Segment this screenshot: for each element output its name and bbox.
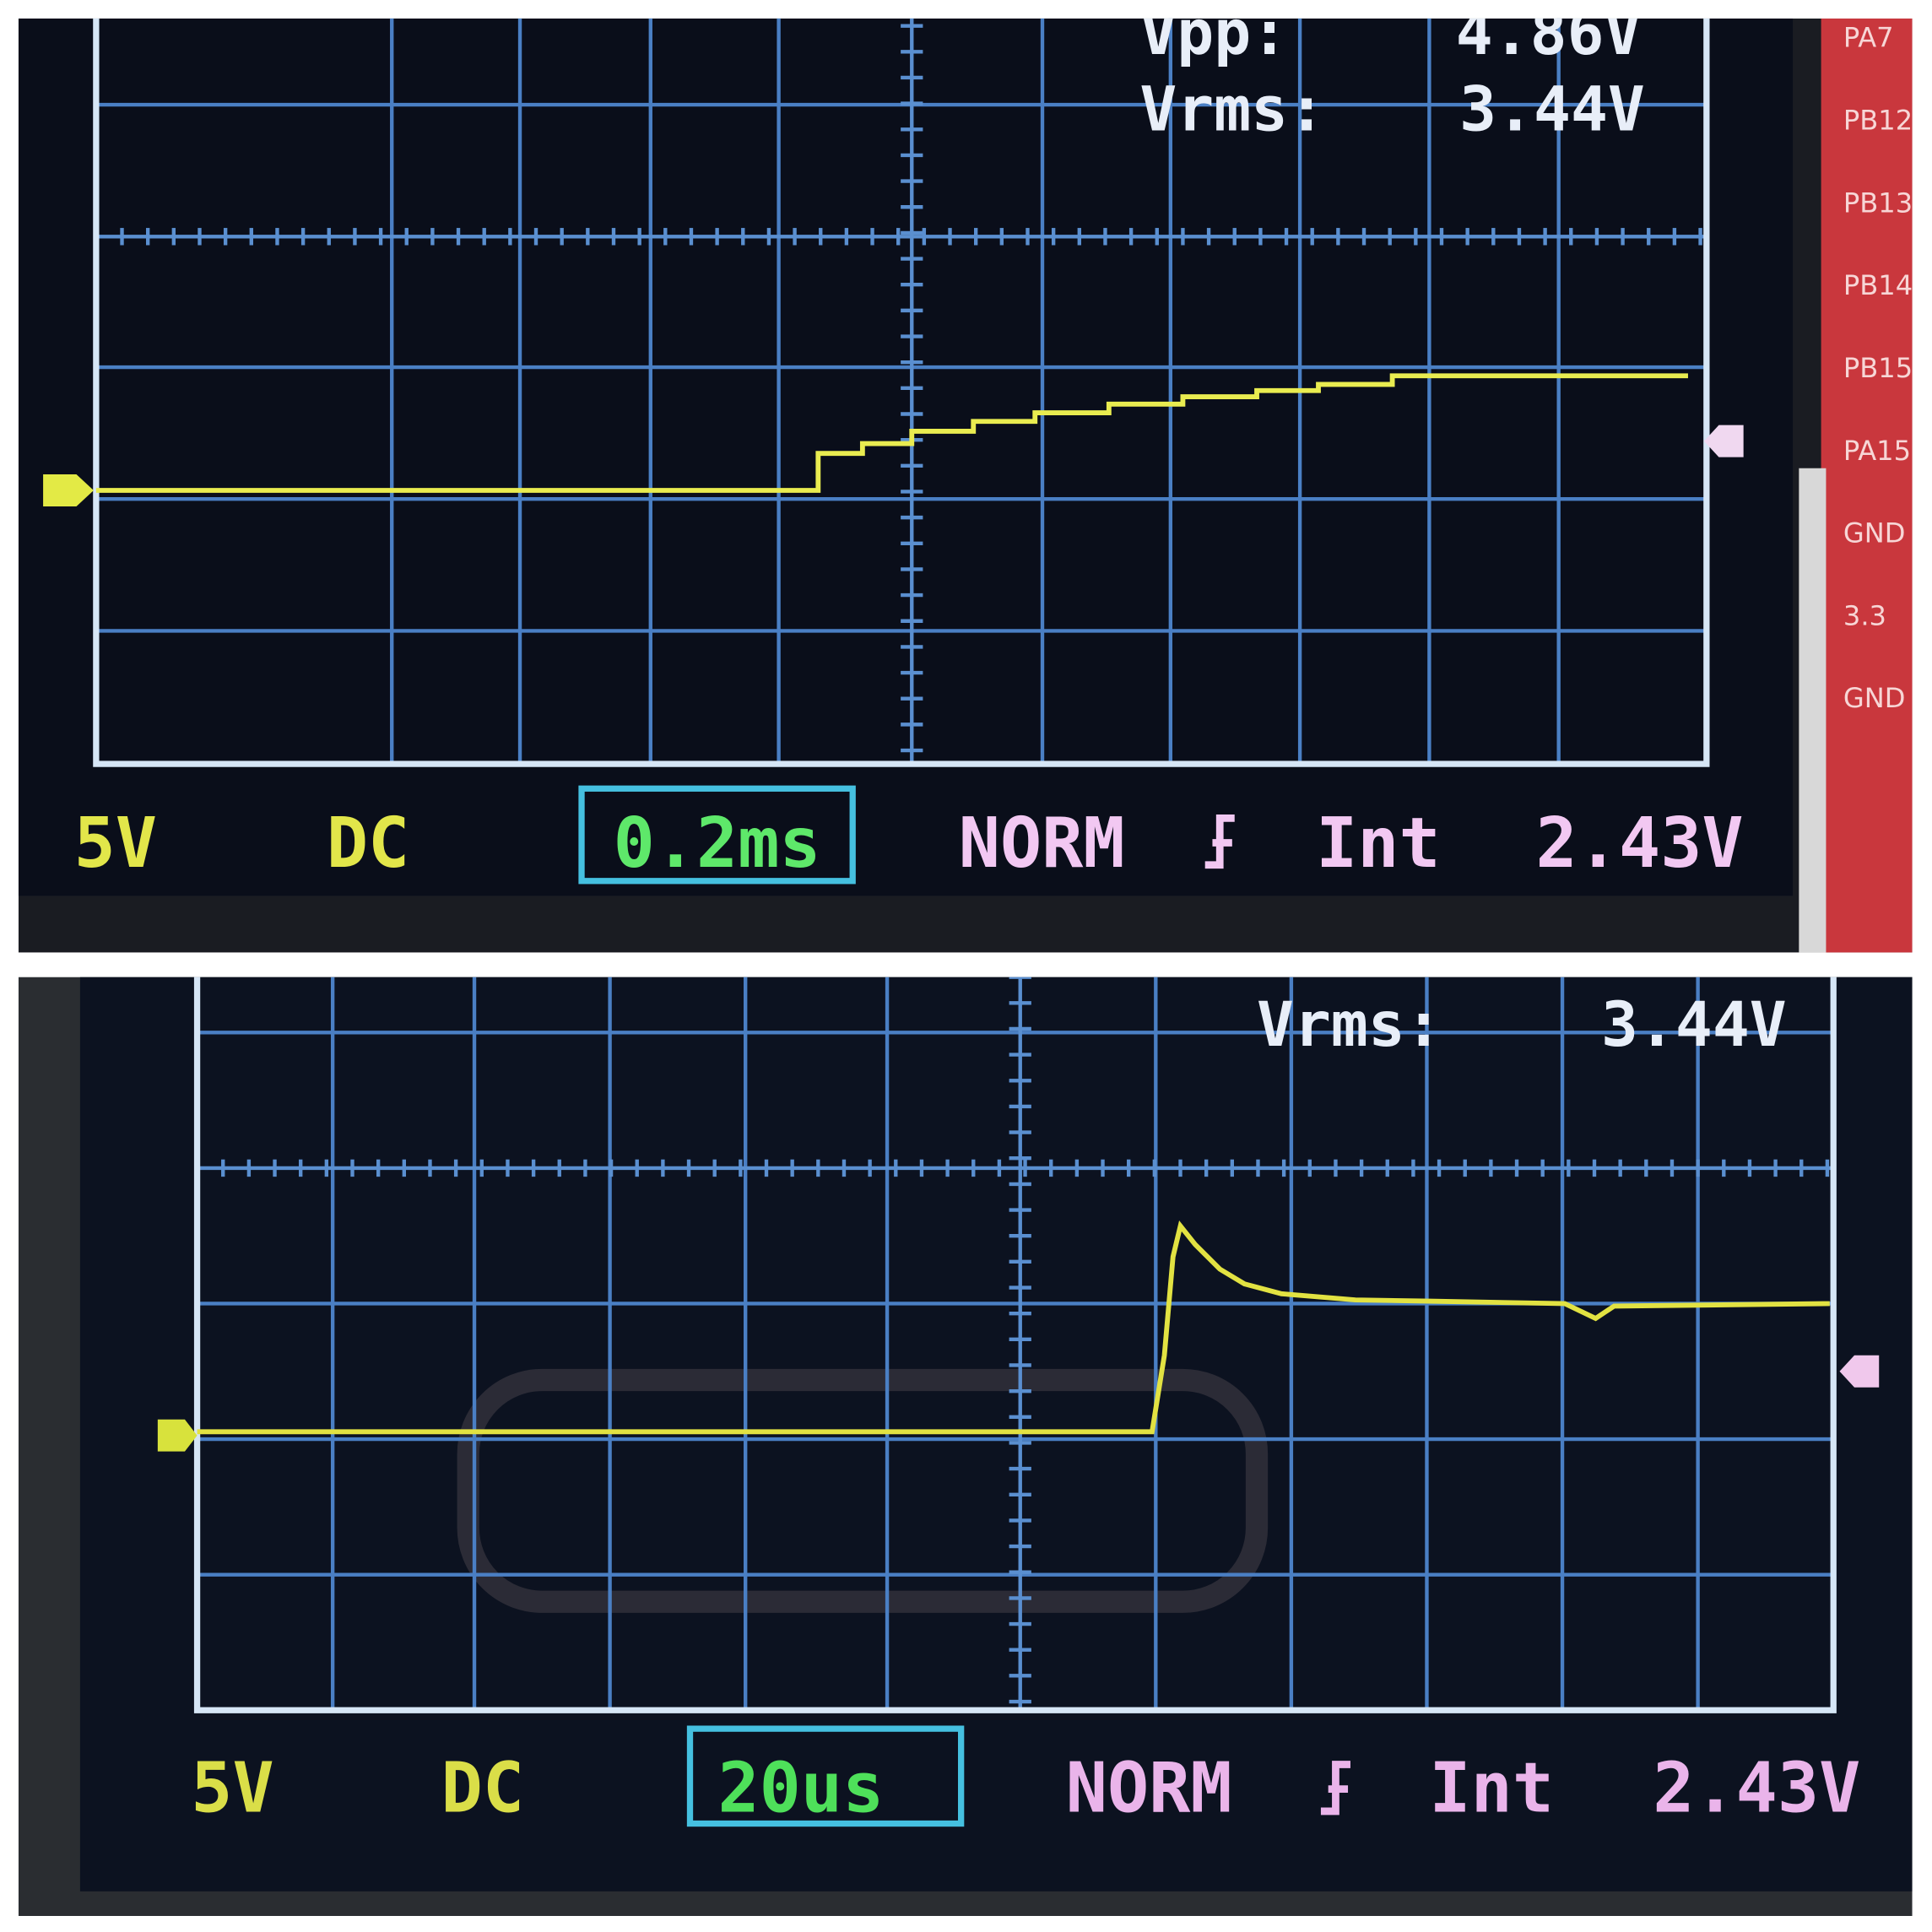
time-div: 0.2ms: [614, 804, 821, 884]
reflection: [457, 1368, 1269, 1613]
trigger-level: 2.43V: [1653, 1748, 1860, 1828]
pcb-strip: [1821, 18, 1913, 953]
measurement-value: 3.44V: [1459, 73, 1645, 145]
measurement-label: Vrms:: [1257, 989, 1442, 1061]
measurement-label: Vpp:: [1139, 0, 1288, 69]
trigger-edge-icon: [1320, 1761, 1350, 1816]
pin-label: PB14: [1843, 269, 1913, 301]
pin-label: GND: [1843, 682, 1906, 714]
pin-label: PA7: [1843, 22, 1894, 54]
time-div-box: [686, 1725, 965, 1827]
ground-marker: [43, 474, 94, 506]
volts-div: 5V: [74, 804, 157, 884]
ground-marker: [157, 1419, 198, 1452]
bottom-panel: Vrms: 3.44V 5V DC 20us NORM Int 2.43V: [18, 977, 1913, 1917]
pin-label: GND: [1843, 517, 1906, 549]
measurement-value: 4.86V: [1456, 0, 1642, 69]
pin-label: PB12: [1843, 105, 1913, 137]
trigger-level: 2.43V: [1536, 804, 1744, 884]
measurement-value: 3.44V: [1601, 989, 1787, 1061]
trigger-source: Int: [1316, 804, 1441, 884]
pin-label: 3.3: [1843, 599, 1886, 631]
coupling: DC: [327, 804, 409, 884]
time-div-box: [578, 785, 856, 885]
pin-label: PB15: [1843, 352, 1913, 384]
trigger-mode: NORM: [959, 804, 1125, 884]
measurement-label: Vrms:: [1139, 73, 1325, 145]
grid-border: [93, 18, 1710, 767]
waveform: [95, 373, 1688, 493]
time-div: 20us: [717, 1748, 884, 1828]
trigger-source: Int: [1429, 1748, 1554, 1828]
top-panel: Vpp: 4.86V Vrms: 3.44V 5V DC 0.2ms NORM …: [18, 0, 1913, 953]
trigger-edge-icon: [1204, 814, 1235, 869]
waveform: [197, 1220, 1830, 1435]
trigger-marker: [1703, 425, 1744, 457]
pin-labels: PA7 PB12 PB13 PB14 PB15 PA15 GND 3.3 GND: [1843, 22, 1913, 714]
trigger-mode: NORM: [1066, 1748, 1232, 1828]
grid-border: [193, 977, 1837, 1713]
coupling: DC: [441, 1748, 524, 1828]
pin-label: PA15: [1843, 435, 1911, 467]
grid: [94, 18, 1707, 765]
volts-div: 5V: [191, 1748, 273, 1828]
trigger-marker: [1839, 1355, 1880, 1388]
pin-label: PB13: [1843, 187, 1913, 219]
pcb-edge: [1799, 468, 1826, 953]
grid: [195, 977, 1834, 1711]
